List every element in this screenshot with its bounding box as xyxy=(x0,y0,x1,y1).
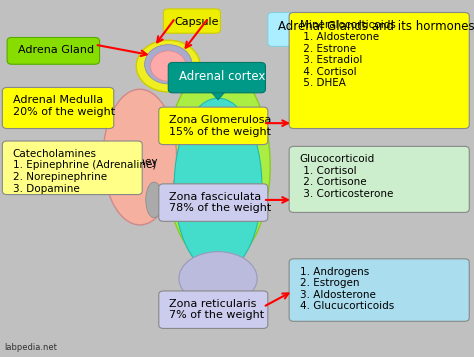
Ellipse shape xyxy=(179,252,257,305)
Text: Adrena Gland: Adrena Gland xyxy=(18,45,94,55)
FancyBboxPatch shape xyxy=(289,146,469,212)
Ellipse shape xyxy=(146,182,162,218)
Text: Kidney: Kidney xyxy=(122,157,157,167)
Ellipse shape xyxy=(136,40,200,92)
Ellipse shape xyxy=(166,66,270,266)
Polygon shape xyxy=(209,89,228,100)
Ellipse shape xyxy=(103,89,176,225)
Text: Zona reticularis
7% of the weight: Zona reticularis 7% of the weight xyxy=(169,299,264,321)
Text: Mineralocorticoids
 1. Aldosterone
 2. Estrone
 3. Estradiol
 4. Cortisol
 5. DH: Mineralocorticoids 1. Aldosterone 2. Est… xyxy=(300,20,395,88)
FancyBboxPatch shape xyxy=(159,291,268,328)
Text: Zona Glomerulosa
15% of the weight: Zona Glomerulosa 15% of the weight xyxy=(169,115,272,137)
Ellipse shape xyxy=(150,51,186,81)
Text: Capsule: Capsule xyxy=(174,17,219,27)
Text: Catecholamines
1. Epinephrine (Adrenaline)
2. Norepinephrine
3. Dopamine: Catecholamines 1. Epinephrine (Adrenalin… xyxy=(13,149,156,193)
Text: Glucocorticoid
 1. Cortisol
 2. Cortisone
 3. Corticosterone: Glucocorticoid 1. Cortisol 2. Cortisone … xyxy=(300,154,393,199)
FancyBboxPatch shape xyxy=(268,12,469,46)
Text: Adrenal cortex: Adrenal cortex xyxy=(179,70,265,83)
Text: 1. Androgens
2. Estrogen
3. Aldosterone
4. Glucucorticoids: 1. Androgens 2. Estrogen 3. Aldosterone … xyxy=(300,267,394,311)
Text: labpedia.net: labpedia.net xyxy=(5,343,58,352)
FancyBboxPatch shape xyxy=(168,62,265,93)
FancyBboxPatch shape xyxy=(289,12,469,129)
FancyBboxPatch shape xyxy=(2,141,142,195)
Text: Zona fasciculata
78% of the weight: Zona fasciculata 78% of the weight xyxy=(169,192,272,213)
FancyBboxPatch shape xyxy=(164,9,220,33)
FancyBboxPatch shape xyxy=(289,259,469,321)
Ellipse shape xyxy=(145,45,192,84)
Text: Adrenal Glands and its hormones: Adrenal Glands and its hormones xyxy=(278,20,474,33)
Ellipse shape xyxy=(174,98,262,273)
FancyBboxPatch shape xyxy=(2,87,114,129)
Text: Adrenal Medulla
20% of the weight: Adrenal Medulla 20% of the weight xyxy=(13,95,115,117)
FancyBboxPatch shape xyxy=(159,107,268,145)
FancyBboxPatch shape xyxy=(159,184,268,221)
FancyBboxPatch shape xyxy=(7,37,100,64)
